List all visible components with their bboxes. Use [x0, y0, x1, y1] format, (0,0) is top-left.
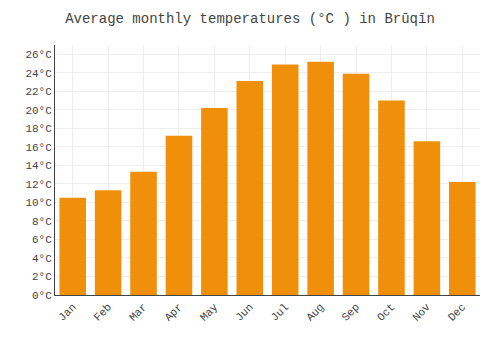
svg-text:Feb: Feb [92, 301, 114, 323]
svg-text:26°C: 26°C [25, 49, 52, 61]
svg-text:Apr: Apr [162, 301, 184, 323]
svg-text:24°C: 24°C [25, 68, 52, 80]
svg-text:14°C: 14°C [25, 160, 52, 172]
svg-text:Average monthly temperatures (: Average monthly temperatures (°C ) in Br… [65, 11, 435, 27]
svg-text:Aug: Aug [304, 301, 326, 323]
svg-text:18°C: 18°C [25, 123, 52, 135]
svg-text:Nov: Nov [410, 301, 433, 324]
svg-text:12°C: 12°C [25, 179, 52, 191]
svg-text:Oct: Oct [375, 301, 397, 323]
svg-text:16°C: 16°C [25, 142, 52, 154]
svg-text:8°C: 8°C [32, 216, 52, 228]
svg-text:2°C: 2°C [32, 271, 52, 283]
svg-text:Jan: Jan [56, 301, 78, 323]
svg-text:4°C: 4°C [32, 253, 52, 265]
svg-text:May: May [198, 301, 221, 324]
svg-text:Jun: Jun [233, 301, 255, 323]
svg-text:Jul: Jul [269, 301, 291, 323]
svg-text:0°C: 0°C [32, 290, 52, 302]
svg-text:Mar: Mar [127, 301, 149, 323]
svg-text:Sep: Sep [340, 301, 362, 323]
svg-text:22°C: 22°C [25, 86, 52, 98]
svg-text:10°C: 10°C [25, 197, 52, 209]
svg-text:Dec: Dec [446, 301, 468, 323]
svg-text:20°C: 20°C [25, 105, 52, 117]
svg-text:6°C: 6°C [32, 234, 52, 246]
